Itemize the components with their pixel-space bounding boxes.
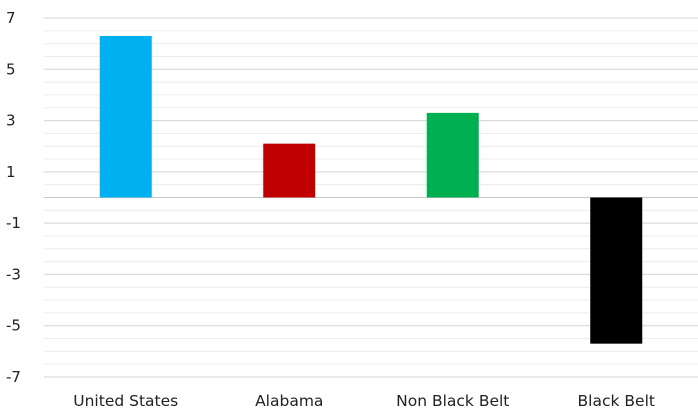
x-category-label: United States <box>73 392 178 410</box>
bar-series <box>99 35 643 344</box>
x-category-label: Non Black Belt <box>396 392 509 410</box>
bar-black-belt <box>590 197 643 344</box>
y-tick-label: -5 <box>6 317 21 335</box>
y-axis-tick-labels: 7 5 3 1 -1 -3 -5 -7 <box>6 9 21 386</box>
major-gridlines <box>44 17 698 378</box>
x-category-label: Alabama <box>255 392 323 410</box>
y-tick-label: 5 <box>6 60 16 78</box>
x-category-label: Black Belt <box>578 392 655 410</box>
bar-united-states <box>99 35 152 198</box>
bar-non-black-belt <box>426 112 479 198</box>
bar-alabama <box>263 143 316 198</box>
y-tick-label: 7 <box>6 9 16 27</box>
y-tick-label: 1 <box>6 163 16 181</box>
y-tick-label: -1 <box>6 214 21 232</box>
y-tick-label: 3 <box>6 112 16 130</box>
y-tick-label: -3 <box>6 265 21 283</box>
y-tick-label: -7 <box>6 368 21 386</box>
x-axis-category-labels: United States Alabama Non Black Belt Black … <box>73 392 655 410</box>
